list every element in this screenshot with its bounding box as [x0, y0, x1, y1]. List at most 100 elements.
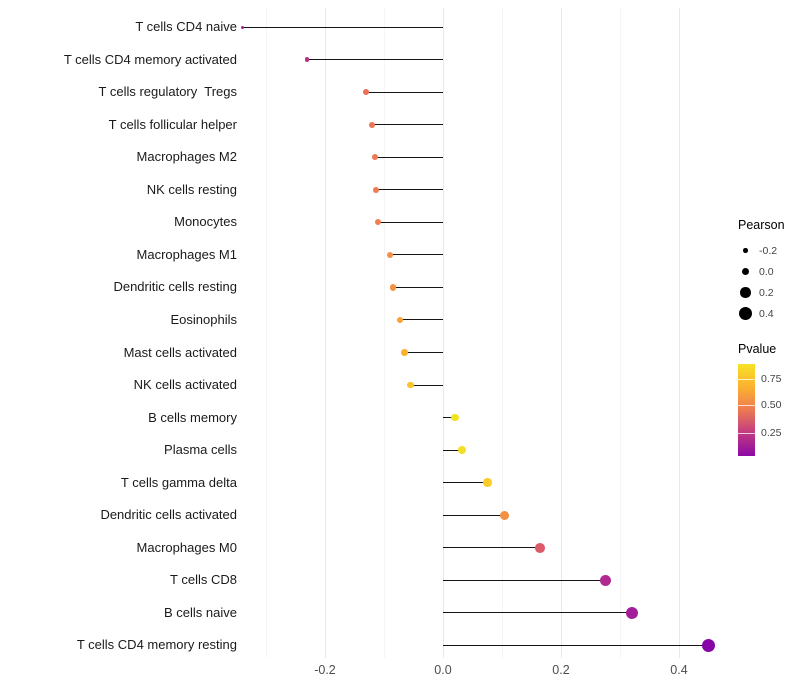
legend: Pearson -0.2 0.0 0.2 0.4 Pvalue 0.75 0.50 0.2… — [738, 218, 800, 464]
category-label: T cells gamma delta — [120, 474, 237, 490]
gridline-major — [443, 8, 444, 658]
gridline-major — [561, 8, 562, 658]
lollipop-dot — [396, 316, 404, 324]
gridline-minor — [620, 8, 621, 658]
legend-size-label: 0.4 — [759, 307, 774, 320]
lollipop-dot — [372, 154, 379, 161]
legend-size-dot — [743, 248, 748, 253]
lollipop-dot — [482, 478, 492, 487]
legend-dot-box — [738, 264, 753, 279]
lollipop-stem — [443, 612, 632, 614]
lollipop-dot — [450, 413, 459, 422]
category-label: Dendritic cells activated — [100, 507, 237, 523]
lollipop-stem — [389, 254, 443, 256]
lollipop-dot — [500, 510, 510, 520]
lollipop-dot — [535, 542, 546, 553]
lollipop-dot — [389, 284, 396, 291]
legend-size-entry: -0.2 — [738, 240, 800, 261]
gridline-minor — [384, 8, 385, 658]
lollipop-dot — [386, 251, 393, 258]
legend-colorbar-wrap: 0.75 0.50 0.25 — [738, 364, 800, 464]
x-tick-label: 0.0 — [434, 663, 452, 677]
category-label: B cells memory — [148, 409, 237, 425]
colorbar-tick — [738, 378, 755, 380]
gridline-minor — [266, 8, 267, 658]
category-label: Eosinophils — [170, 311, 238, 327]
legend-dot-box — [738, 306, 753, 321]
category-label: T cells CD8 — [170, 572, 237, 588]
category-label: T cells CD4 memory resting — [76, 637, 237, 653]
category-label: NK cells activated — [133, 377, 237, 393]
lollipop-dot — [305, 57, 310, 62]
colorbar-tick — [738, 433, 755, 434]
lollipop-dot — [375, 219, 382, 226]
x-tick-label: -0.2 — [314, 663, 336, 677]
gridline-minor — [502, 8, 503, 658]
category-label: T cells follicular helper — [108, 116, 237, 132]
legend-size-entry: 0.4 — [738, 303, 800, 324]
category-label: Macrophages M2 — [136, 149, 237, 165]
category-label: T cells CD4 memory activated — [63, 51, 237, 67]
legend-pvalue-title: Pvalue — [738, 342, 777, 356]
category-label: B cells naive — [164, 604, 237, 620]
lollipop-stem — [366, 91, 443, 93]
lollipop-dot — [701, 638, 716, 653]
lollipop-dot — [373, 186, 380, 193]
category-label: T cells CD4 naive — [135, 19, 237, 34]
lollipop-dot — [457, 446, 466, 455]
legend-dot-box — [738, 243, 753, 258]
lollipop-stem — [376, 189, 443, 191]
lollipop-stem — [404, 352, 443, 353]
category-label: Monocytes — [174, 214, 237, 230]
category-label: NK cells resting — [146, 181, 237, 197]
lollipop-stem — [372, 124, 443, 126]
lollipop-dot — [240, 25, 244, 29]
x-tick-label: 0.2 — [552, 663, 570, 677]
lollipop-stem — [443, 449, 462, 451]
lollipop-stem — [443, 644, 709, 646]
legend-dot-box — [738, 285, 753, 300]
category-label: Dendritic cells resting — [113, 279, 237, 295]
pvalue-colorbar — [738, 364, 755, 456]
legend-size-entry: 0.2 — [738, 282, 800, 303]
legend-size-label: -0.2 — [759, 244, 778, 257]
lollipop-stem — [443, 482, 488, 484]
legend-size-entries: -0.2 0.0 0.2 0.4 — [738, 240, 800, 324]
legend-size-entry: 0.0 — [738, 261, 800, 282]
lollipop-dot — [599, 574, 611, 587]
lollipop-stem — [399, 319, 443, 321]
lollipop-dot — [625, 606, 638, 619]
lollipop-stem — [443, 514, 505, 516]
colorbar-label: 0.50 — [761, 399, 782, 412]
category-label: Plasma cells — [164, 442, 237, 458]
lollipop-stem — [443, 579, 606, 581]
lollipop-stem — [378, 221, 443, 223]
colorbar-label: 0.25 — [761, 427, 782, 439]
gridline-major — [679, 8, 680, 658]
category-label: Macrophages M0 — [136, 539, 237, 555]
lollipop-dot — [401, 349, 408, 356]
gridline-major — [325, 8, 326, 658]
lollipop-stem — [375, 156, 443, 158]
colorbar-label: 0.75 — [761, 372, 782, 385]
legend-size-dot — [740, 287, 751, 298]
lollipop-stem — [242, 26, 443, 28]
lollipop-dot — [369, 121, 376, 128]
lollipop-stem — [443, 417, 455, 419]
category-label: Mast cells activated — [123, 344, 237, 360]
colorbar-tick — [738, 405, 755, 407]
legend-size-label: 0.2 — [759, 286, 774, 299]
category-label: T cells regulatory Tregs — [98, 84, 237, 100]
legend-pearson-title: Pearson — [738, 218, 785, 232]
lollipop-stem — [307, 59, 443, 61]
x-tick-label: 0.4 — [670, 663, 688, 677]
lollipop-stem — [392, 286, 443, 288]
lollipop-dot — [363, 89, 370, 95]
lollipop-stem — [410, 384, 443, 386]
legend-size-label: 0.0 — [759, 265, 774, 278]
lollipop-stem — [443, 547, 541, 549]
category-label: Macrophages M1 — [136, 246, 237, 262]
lollipop-dot — [407, 381, 414, 389]
legend-size-dot — [741, 267, 750, 276]
